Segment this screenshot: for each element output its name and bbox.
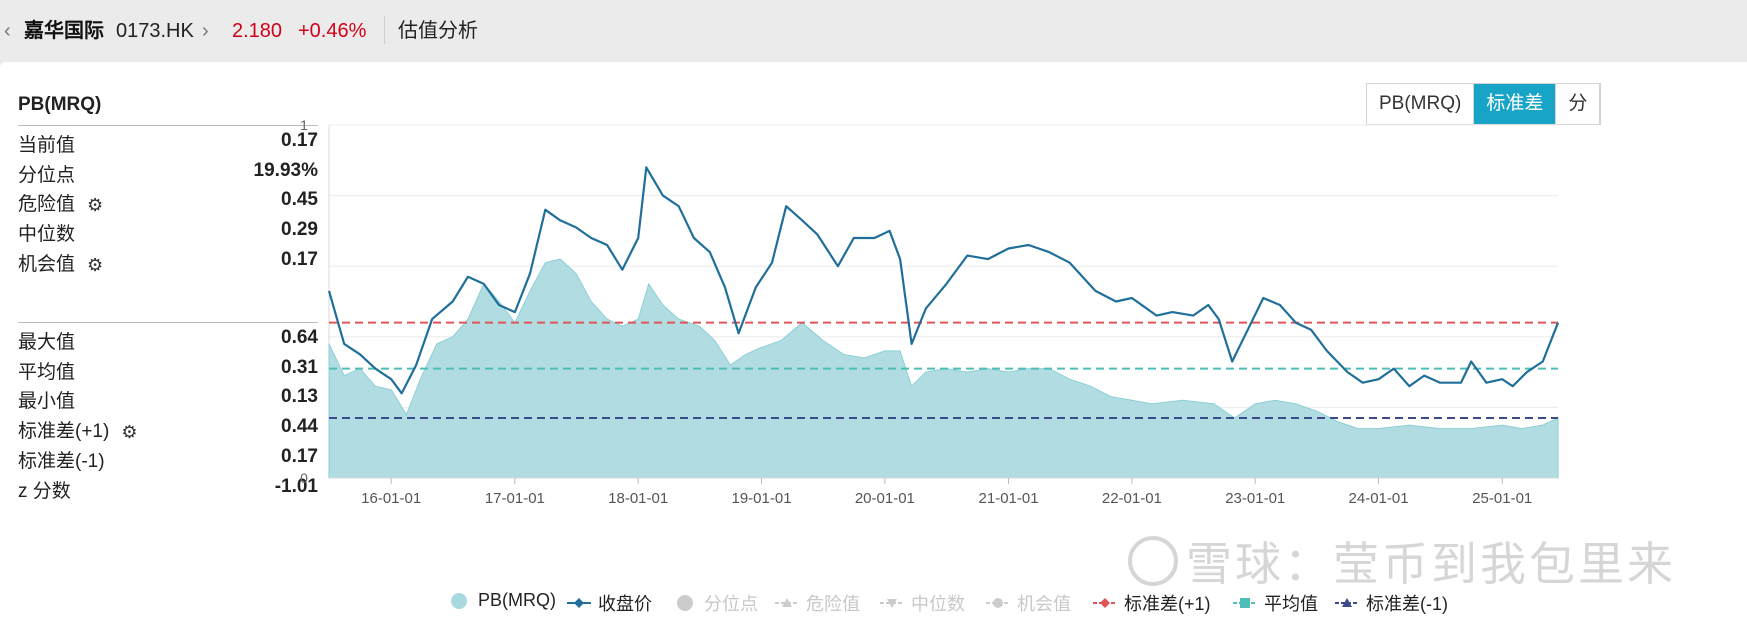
toggle-option-2[interactable]: 分 [1556, 84, 1601, 124]
circle-icon [451, 592, 467, 609]
watermark: 雪球：莹币到我包里来 [1128, 528, 1676, 594]
legend-item[interactable]: 机会值 [985, 590, 1071, 616]
metric-title: PB(MRQ) [18, 94, 102, 115]
x-tick-label: 23-01-01 [1225, 490, 1285, 507]
close-price-series [327, 166, 1560, 395]
stats-divider-middle [18, 322, 318, 323]
stat-value: 0.17 [281, 248, 318, 270]
stat-value: 0.17 [281, 130, 318, 151]
x-tick-label: 17-01-01 [485, 490, 545, 507]
x-tick-label: 20-01-01 [855, 490, 915, 507]
chart-legend: PB(MRQ) 收盘价 分位点 危险值 中位数 机会值 标准差(+1) 平均值 标准差(-1) [0, 590, 1747, 616]
x-tick-label: 16-01-01 [361, 490, 421, 507]
legend-label: 收盘价 [598, 594, 652, 614]
dash-square-icon [1233, 598, 1257, 608]
legend-item[interactable]: PB(MRQ) [446, 590, 556, 611]
dash-triangle-icon [775, 598, 799, 607]
legend-label: 平均值 [1264, 594, 1318, 614]
stock-code: 0173.HK [116, 20, 194, 42]
y-tick-label: 0 [300, 470, 308, 486]
forward-chevron-icon[interactable]: › [202, 20, 209, 42]
stat-row: 标准差(+1) ⚙ 0.44 [18, 416, 318, 442]
stat-row: z 分数 -1.01 [18, 476, 318, 502]
stat-label: 当前值 [18, 135, 76, 156]
stat-label: 标准差(-1) [18, 450, 105, 472]
x-tick-label: 22-01-01 [1102, 490, 1162, 507]
stat-value: 0.45 [281, 189, 318, 211]
stat-row: 最大值 0.64 [18, 327, 318, 353]
stat-label: 中位数 [18, 224, 76, 246]
stat-row: 机会值 ⚙ 0.17 [18, 249, 318, 275]
header-divider [384, 16, 385, 44]
stat-row: 平均值 0.31 [18, 357, 318, 383]
dash-triangle-down-icon [880, 599, 904, 608]
stat-value: 0.29 [281, 219, 318, 241]
legend-label: PB(MRQ) [478, 590, 556, 610]
legend-label: 机会值 [1017, 594, 1071, 614]
legend-item[interactable]: 平均值 [1232, 590, 1318, 616]
x-tick-label: 24-01-01 [1349, 490, 1409, 507]
stat-label: 标准差(+1) ⚙ [18, 421, 138, 443]
stat-value: -1.01 [274, 475, 318, 497]
stat-row: 最小值 0.13 [18, 386, 318, 412]
legend-item[interactable]: 标准差(-1) [1334, 590, 1448, 616]
legend-label: 标准差(-1) [1366, 594, 1448, 614]
stat-row: 分位点 19.93% [18, 160, 318, 186]
stat-label: 平均值 [18, 361, 76, 383]
stat-label: 最小值 [18, 391, 76, 413]
stat-label: 最大值 [18, 332, 76, 353]
watermark-text: 雪球：莹币到我包里来 [1186, 538, 1676, 590]
stat-value: 0.64 [281, 327, 318, 348]
stat-row: 当前值 0.17 [18, 130, 318, 156]
legend-item[interactable]: 标准差(+1) [1092, 590, 1211, 616]
legend-item[interactable]: 危险值 [774, 590, 860, 616]
stat-value: 0.13 [281, 386, 318, 408]
toggle-option-1[interactable]: 标准差 [1474, 84, 1557, 124]
toggle-option-0[interactable]: PB(MRQ) [1367, 84, 1475, 124]
gear-icon[interactable]: ⚙ [121, 422, 138, 443]
stock-name: 嘉华国际 [24, 20, 104, 42]
stat-row: 危险值 ⚙ 0.45 [18, 189, 318, 215]
dash-triangle-icon [1335, 598, 1359, 607]
x-tick-label: 19-01-01 [732, 490, 792, 507]
top-header: ‹ 嘉华国际 0173.HK › 2.180 +0.46% 估值分析 [0, 0, 1747, 62]
legend-item[interactable]: 分位点 [672, 590, 758, 616]
stat-label: 机会值 ⚙ [18, 253, 104, 275]
legend-item[interactable]: 收盘价 [566, 590, 652, 616]
stat-row: 中位数 0.29 [18, 219, 318, 245]
gear-icon[interactable]: ⚙ [87, 195, 104, 216]
legend-item[interactable]: 中位数 [879, 590, 965, 616]
legend-label: 中位数 [911, 594, 965, 614]
legend-label: 标准差(+1) [1124, 594, 1211, 614]
x-tick-label: 21-01-01 [979, 490, 1039, 507]
legend-label: 危险值 [806, 594, 860, 614]
stat-row: 标准差(-1) 0.17 [18, 446, 318, 472]
stat-label: 危险值 ⚙ [18, 194, 104, 216]
page-title: 估值分析 [398, 20, 478, 42]
stats-divider-top [18, 125, 318, 126]
valuation-card: PB(MRQ) 当前值 0.17 分位点 19.93% 危险值 ⚙ 0.45 中位数 0.29 机… [0, 62, 1747, 619]
metric-toggle: PB(MRQ) 标准差分 [1366, 83, 1602, 125]
stat-value: 0.31 [281, 356, 318, 378]
xueqiu-logo-icon [1128, 536, 1178, 586]
gear-icon[interactable]: ⚙ [87, 254, 104, 275]
x-tick-label: 25-01-01 [1472, 490, 1532, 507]
stat-value: 0.44 [281, 416, 318, 438]
stock-price: 2.180 [232, 20, 283, 42]
dash-circle-icon [986, 598, 1010, 608]
stock-change: +0.46% [298, 20, 367, 42]
line-diamond-icon [567, 598, 591, 608]
dash-diamond-icon [1093, 598, 1117, 608]
x-tick-label: 18-01-01 [608, 490, 668, 507]
legend-label: 分位点 [704, 594, 758, 614]
stat-label: z 分数 [18, 480, 71, 502]
stat-label: 分位点 [18, 164, 76, 186]
stat-value: 19.93% [253, 159, 318, 181]
back-chevron-icon[interactable]: ‹ [4, 20, 11, 42]
circle-icon [677, 595, 693, 611]
y-tick-label: 1 [300, 117, 308, 133]
stat-value: 0.17 [281, 445, 318, 467]
